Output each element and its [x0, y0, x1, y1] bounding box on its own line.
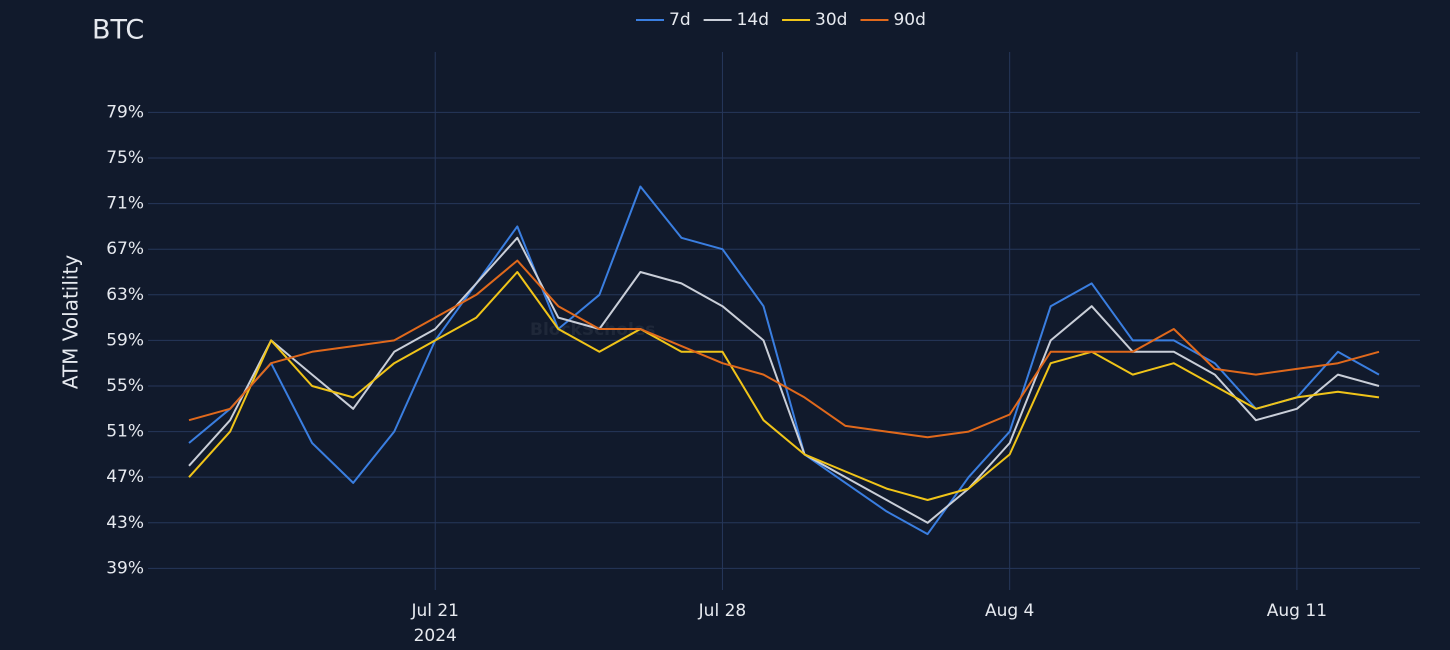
series-line — [188, 185, 1380, 536]
series-line — [188, 236, 1380, 524]
x-tick-label: Jul 28 — [698, 601, 747, 621]
legend-label: 90d — [893, 10, 925, 30]
chart-title: BTC — [92, 15, 144, 46]
x-year-label: 2024 — [414, 626, 457, 646]
y-tick-label: 59% — [106, 330, 144, 350]
x-tick-label: Aug 4 — [985, 601, 1034, 621]
legend-label: 7d — [669, 10, 691, 30]
series-line — [188, 271, 1380, 501]
grid: 39% 43% 47% 51% 55% 59% 63% 67% 71% 75% 79% Jul 21 2… — [106, 52, 1420, 646]
x-tick-label: Jul 21 — [410, 601, 459, 621]
y-tick-label: 39% — [106, 558, 144, 578]
y-tick-label: 51% — [106, 422, 144, 442]
y-tick-label: 43% — [106, 513, 144, 533]
watermark: BlockScholes — [530, 320, 655, 340]
legend-label: 30d — [815, 10, 847, 30]
series-line — [188, 259, 1380, 439]
y-tick-label: 71% — [106, 194, 144, 214]
y-tick-label: 79% — [106, 102, 144, 122]
legend-label: 14d — [737, 10, 769, 30]
y-tick-label: 63% — [106, 285, 144, 305]
x-tick-label: Aug 11 — [1267, 601, 1327, 621]
y-tick-label: 75% — [106, 148, 144, 168]
y-tick-label: 67% — [106, 239, 144, 259]
y-tick-label: 47% — [106, 467, 144, 487]
legend: 7d 14d 30d 90d — [636, 10, 926, 30]
y-axis-label: ATM Volatility — [59, 255, 83, 389]
lines — [188, 185, 1380, 536]
y-tick-label: 55% — [106, 376, 144, 396]
